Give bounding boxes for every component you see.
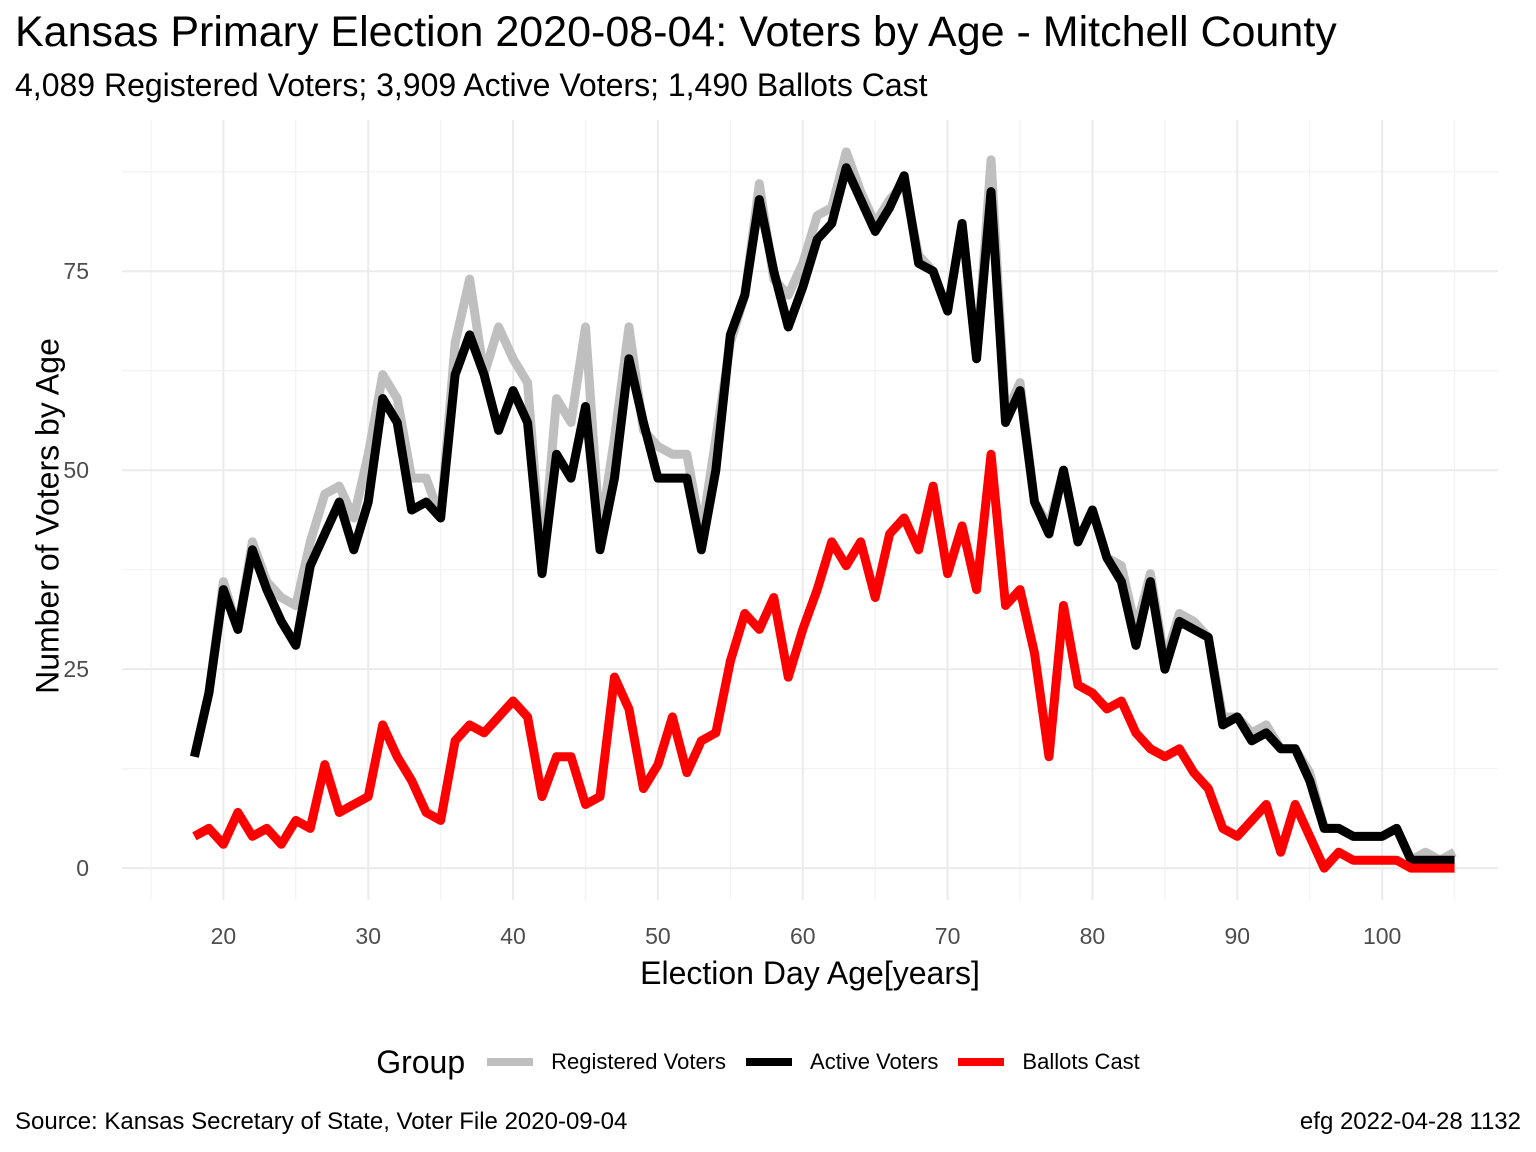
legend-key-registered bbox=[487, 1058, 534, 1066]
line-chart: 20 30 40 50 60 70 80 90 100 0 25 50 75 bbox=[63, 120, 1498, 949]
legend-label-active: Active Voters bbox=[810, 1049, 939, 1074]
series-line-active-voters bbox=[190, 163, 1455, 865]
x-axis-tick-labels: 20 30 40 50 60 70 80 90 100 bbox=[211, 923, 1402, 949]
legend-item-ballots: Ballots Cast bbox=[958, 1049, 1140, 1075]
y-tick-label: 75 bbox=[63, 258, 89, 284]
y-tick-label: 50 bbox=[63, 457, 89, 483]
source-caption: Source: Kansas Secretary of State, Voter… bbox=[15, 1108, 628, 1135]
x-tick-label: 80 bbox=[1080, 923, 1106, 949]
x-tick-label: 90 bbox=[1224, 923, 1250, 949]
x-tick-label: 60 bbox=[790, 923, 816, 949]
legend-item-active: Active Voters bbox=[746, 1049, 938, 1075]
legend-label-ballots: Ballots Cast bbox=[1022, 1049, 1140, 1074]
legend: Group Registered Voters Active Voters Ba… bbox=[0, 1040, 1536, 1084]
legend-key-ballots bbox=[958, 1058, 1005, 1066]
chart-subtitle: 4,089 Registered Voters; 3,909 Active Vo… bbox=[15, 67, 928, 103]
legend-item-registered: Registered Voters bbox=[487, 1049, 726, 1075]
series-line-ballots-cast bbox=[192, 449, 1455, 873]
y-tick-label: 0 bbox=[76, 855, 89, 881]
legend-title: Group bbox=[376, 1043, 466, 1080]
x-tick-label: 40 bbox=[500, 923, 526, 949]
series-line-registered-voters bbox=[190, 147, 1457, 865]
x-tick-label: 20 bbox=[211, 923, 237, 949]
chart-title: Kansas Primary Election 2020-08-04: Vote… bbox=[15, 8, 1337, 56]
series-lines bbox=[190, 147, 1457, 873]
x-tick-label: 70 bbox=[935, 923, 961, 949]
x-axis-title: Election Day Age[years] bbox=[640, 955, 980, 991]
y-axis-title: Number of Voters by Age bbox=[29, 338, 66, 694]
x-tick-label: 100 bbox=[1363, 923, 1401, 949]
credit-caption: efg 2022-04-28 1132 bbox=[1299, 1108, 1521, 1135]
legend-key-active bbox=[746, 1058, 793, 1066]
legend-label-registered: Registered Voters bbox=[551, 1049, 727, 1074]
y-tick-label: 25 bbox=[63, 656, 89, 682]
x-tick-label: 30 bbox=[355, 923, 381, 949]
x-tick-label: 50 bbox=[645, 923, 671, 949]
y-axis-tick-labels: 0 25 50 75 bbox=[63, 258, 89, 881]
minor-gridlines bbox=[122, 120, 1498, 900]
